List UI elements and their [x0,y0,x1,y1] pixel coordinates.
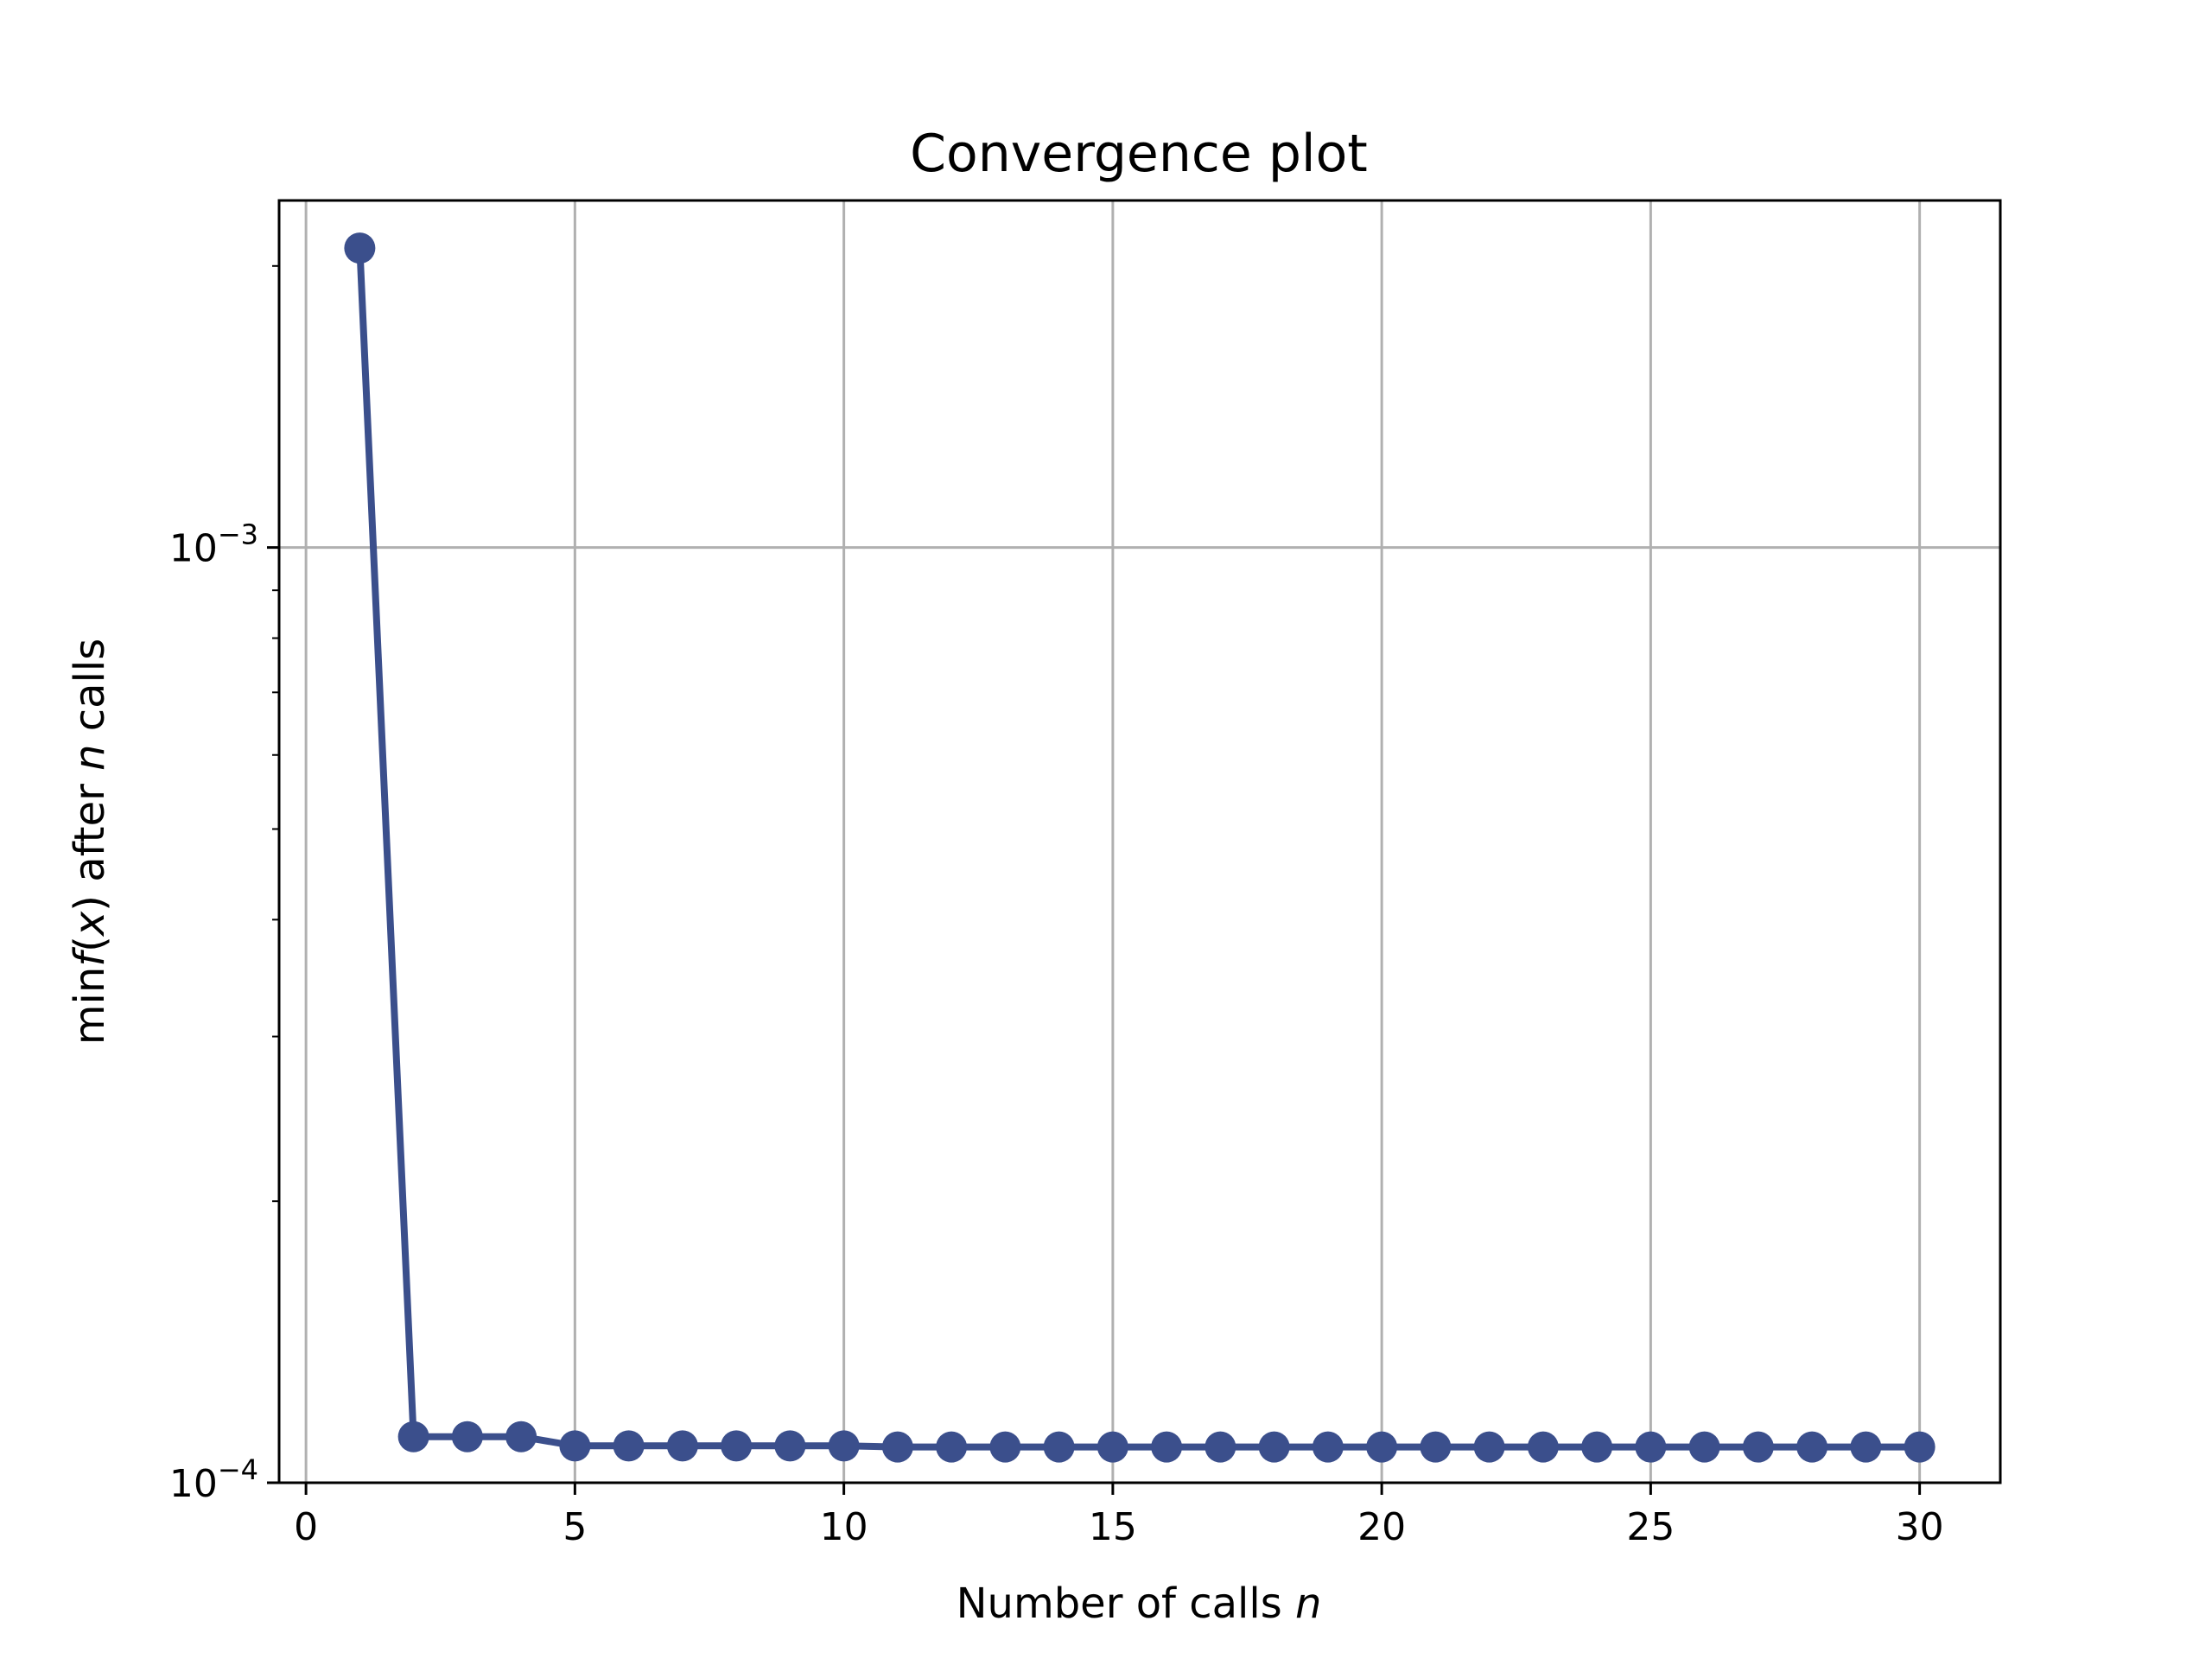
data-point [666,1430,698,1462]
x-tick-label: 20 [1357,1505,1406,1549]
data-point [1151,1431,1183,1463]
y-tick-label: 10−3 [169,518,258,571]
x-axis-label: Number of calls n [957,1580,1322,1628]
y-tick-label: 10−4 [169,1453,258,1506]
data-point [1581,1431,1613,1463]
data-point [1420,1431,1452,1463]
x-tick-label: 25 [1626,1505,1675,1549]
y-axis-label-open: ( [66,936,114,952]
y-tick-base: 10 [169,527,218,571]
plot-frame [277,199,2002,1484]
series-layer [344,232,1936,1463]
data-point [1205,1431,1236,1463]
x-tick-label: 15 [1089,1505,1137,1549]
data-point [936,1431,968,1463]
data-point [559,1430,591,1462]
data-point [1742,1431,1774,1463]
y-tick-base: 10 [169,1462,218,1506]
y-axis-label-prefix: min [66,967,114,1046]
data-point [1688,1431,1720,1463]
data-point [721,1430,753,1462]
data-point [774,1430,806,1462]
x-tick-label: 10 [820,1505,868,1549]
data-point [1043,1431,1075,1463]
x-tick-label: 5 [563,1505,587,1549]
data-point [828,1430,860,1462]
data-point [989,1431,1021,1463]
data-point [1796,1431,1828,1463]
y-axis-label: minf(x) after n calls [66,639,114,1046]
data-point [505,1421,537,1452]
y-tick-exponent: −3 [218,518,258,551]
grid [279,200,2000,1484]
data-point [1527,1431,1559,1463]
data-point [1258,1431,1290,1463]
x-tick-label: 30 [1896,1505,1944,1549]
data-point [1473,1431,1505,1463]
data-point [1850,1431,1882,1463]
data-point [613,1430,645,1462]
data-point [1904,1431,1936,1463]
y-axis-label-mid: ) after [66,771,114,912]
data-point [451,1421,483,1452]
y-axis-label-x: x [66,911,114,938]
data-point [1366,1431,1398,1463]
data-point [344,232,376,264]
data-point [397,1421,429,1452]
data-point [881,1431,913,1463]
data-point [1635,1431,1667,1463]
x-tick-label: 0 [294,1505,318,1549]
data-point [1096,1431,1128,1463]
y-tick-exponent: −4 [218,1453,258,1486]
chart-title: Convergence plot [910,124,1368,184]
y-axis-label-suffix: calls [66,639,114,745]
x-axis-label-var: n [1295,1580,1321,1628]
x-axis-label-text: Number of calls [957,1580,1295,1628]
y-axis-label-n: n [66,744,114,770]
data-point [1312,1431,1344,1463]
